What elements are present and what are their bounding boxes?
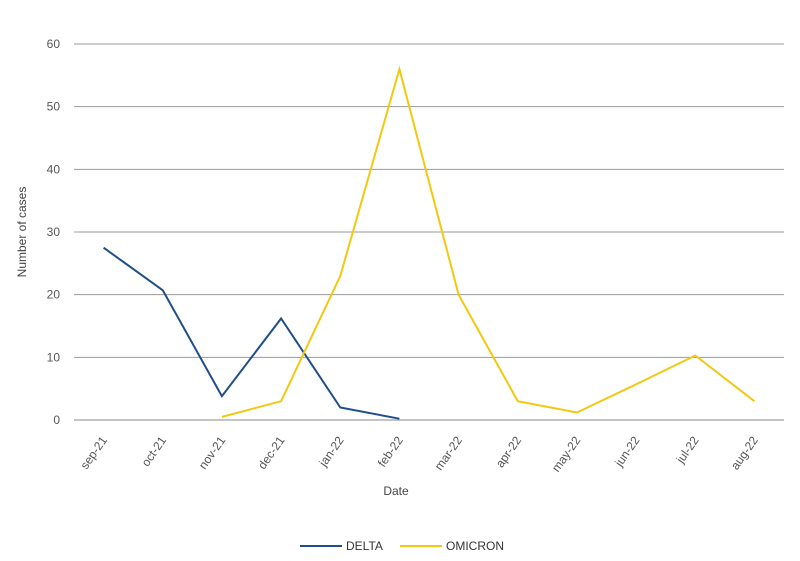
series-line-delta: [103, 246, 400, 420]
legend: DELTA OMICRON: [300, 539, 504, 553]
x-tick-label: may-22: [549, 433, 584, 474]
y-tick-label: 40: [47, 162, 61, 176]
x-tick-label: feb-22: [375, 433, 406, 469]
gridlines: [74, 43, 784, 421]
x-axis-label: Date: [383, 484, 409, 498]
y-tick-label: 60: [47, 37, 61, 51]
legend-label-delta: DELTA: [346, 539, 383, 553]
y-tick-label: 30: [47, 225, 61, 239]
x-axis-ticks: sep-21 oct-21 nov-21 dec-21 jan-22 feb-22 mar-…: [78, 433, 762, 474]
x-tick-label: sep-21: [78, 433, 111, 471]
x-tick-label: jan-22: [316, 433, 347, 469]
series-lines: [103, 65, 756, 420]
x-tick-label: aug-22: [728, 433, 761, 472]
x-tick-label: nov-21: [196, 433, 229, 471]
y-tick-label: 20: [47, 288, 61, 302]
y-tick-label: 10: [47, 350, 61, 364]
y-tick-label: 0: [53, 413, 60, 427]
x-tick-label: oct-21: [139, 433, 170, 469]
x-tick-label: dec-21: [255, 433, 288, 471]
y-tick-label: 50: [47, 100, 61, 114]
y-axis-label: Number of cases: [15, 187, 29, 278]
x-tick-label: mar-22: [432, 433, 465, 472]
legend-label-omicron: OMICRON: [446, 539, 504, 553]
series-line-omicron: [221, 65, 756, 418]
x-tick-label: jul-22: [673, 433, 702, 466]
x-tick-label: apr-22: [493, 433, 525, 470]
x-tick-label: jun-22: [611, 433, 642, 469]
y-axis-ticks: 0 10 20 30 40 50 60: [47, 37, 61, 427]
